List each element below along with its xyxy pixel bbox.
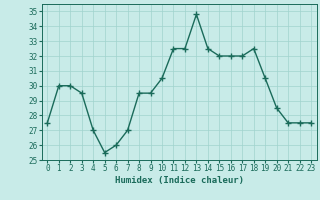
X-axis label: Humidex (Indice chaleur): Humidex (Indice chaleur) bbox=[115, 176, 244, 185]
